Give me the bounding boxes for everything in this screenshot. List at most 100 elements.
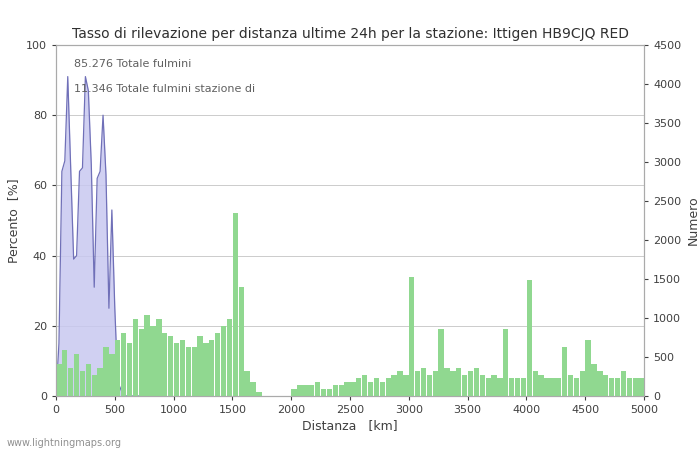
Bar <box>162 333 167 396</box>
Bar <box>391 375 397 396</box>
Bar <box>133 319 138 396</box>
Bar <box>438 329 444 396</box>
Bar <box>68 368 74 396</box>
Bar <box>368 382 373 396</box>
Bar <box>521 378 526 396</box>
Bar <box>62 351 67 396</box>
Bar <box>180 340 185 396</box>
Bar <box>415 371 420 396</box>
Title: Tasso di rilevazione per distanza ultime 24h per la stazione: Ittigen HB9CJQ RED: Tasso di rilevazione per distanza ultime… <box>71 27 629 41</box>
Bar <box>104 347 108 396</box>
Bar <box>592 364 596 396</box>
Bar <box>227 319 232 396</box>
Bar <box>568 375 573 396</box>
Bar <box>433 371 438 396</box>
Bar <box>562 347 567 396</box>
Bar <box>97 368 103 396</box>
Bar <box>550 378 556 396</box>
Bar <box>139 329 144 396</box>
Bar <box>256 392 262 396</box>
Bar <box>332 386 338 396</box>
Bar <box>497 378 503 396</box>
Bar <box>603 375 608 396</box>
Bar <box>303 386 309 396</box>
Text: www.lightningmaps.org: www.lightningmaps.org <box>7 438 122 448</box>
Bar <box>462 375 468 396</box>
Bar <box>315 382 321 396</box>
Bar <box>85 364 91 396</box>
Bar <box>480 375 485 396</box>
Bar <box>203 343 209 396</box>
Bar <box>615 378 620 396</box>
Bar <box>556 378 561 396</box>
Bar <box>626 378 632 396</box>
Bar <box>56 364 62 396</box>
Bar <box>197 336 203 396</box>
Bar <box>232 213 238 396</box>
Bar <box>486 378 491 396</box>
Bar <box>327 389 332 396</box>
Bar <box>409 277 414 396</box>
Bar <box>468 371 473 396</box>
Text: 85.276 Totale fulmini: 85.276 Totale fulmini <box>74 59 191 69</box>
Text: 11.346 Totale fulmini stazione di: 11.346 Totale fulmini stazione di <box>74 84 255 94</box>
Bar <box>309 386 314 396</box>
X-axis label: Distanza   [km]: Distanza [km] <box>302 419 398 432</box>
Bar <box>526 280 532 396</box>
Bar <box>574 378 579 396</box>
Bar <box>192 347 197 396</box>
Bar <box>92 375 97 396</box>
Bar <box>150 326 155 396</box>
Bar <box>386 378 391 396</box>
Bar <box>244 371 250 396</box>
Bar <box>580 371 585 396</box>
Bar <box>638 378 644 396</box>
Bar <box>374 378 379 396</box>
Bar <box>421 368 426 396</box>
Y-axis label: Numero: Numero <box>687 196 700 245</box>
Bar <box>174 343 179 396</box>
Bar <box>456 368 461 396</box>
Bar <box>115 340 120 396</box>
Bar <box>291 389 297 396</box>
Bar <box>321 389 326 396</box>
Bar <box>215 333 220 396</box>
Bar <box>379 382 385 396</box>
Bar <box>80 371 85 396</box>
Bar <box>633 378 638 396</box>
Bar <box>156 319 162 396</box>
Bar <box>609 378 615 396</box>
Bar <box>168 336 174 396</box>
Bar <box>221 326 226 396</box>
Bar <box>503 329 508 396</box>
Bar <box>350 382 356 396</box>
Bar <box>339 386 344 396</box>
Bar <box>450 371 456 396</box>
Bar <box>515 378 520 396</box>
Bar <box>621 371 626 396</box>
Y-axis label: Percento  [%]: Percento [%] <box>8 178 20 263</box>
Bar <box>444 368 449 396</box>
Bar <box>344 382 350 396</box>
Bar <box>74 354 79 396</box>
Bar <box>209 340 214 396</box>
Bar <box>597 371 603 396</box>
Bar <box>186 347 191 396</box>
Bar <box>491 375 497 396</box>
Bar <box>403 375 409 396</box>
Bar <box>144 315 150 396</box>
Bar <box>533 371 538 396</box>
Bar <box>127 343 132 396</box>
Bar <box>251 382 256 396</box>
Bar <box>298 386 302 396</box>
Bar <box>109 354 115 396</box>
Bar <box>509 378 514 396</box>
Bar <box>121 333 126 396</box>
Bar <box>427 375 432 396</box>
Bar <box>474 368 479 396</box>
Bar <box>398 371 402 396</box>
Bar <box>585 340 591 396</box>
Bar <box>538 375 544 396</box>
Bar <box>362 375 368 396</box>
Bar <box>356 378 361 396</box>
